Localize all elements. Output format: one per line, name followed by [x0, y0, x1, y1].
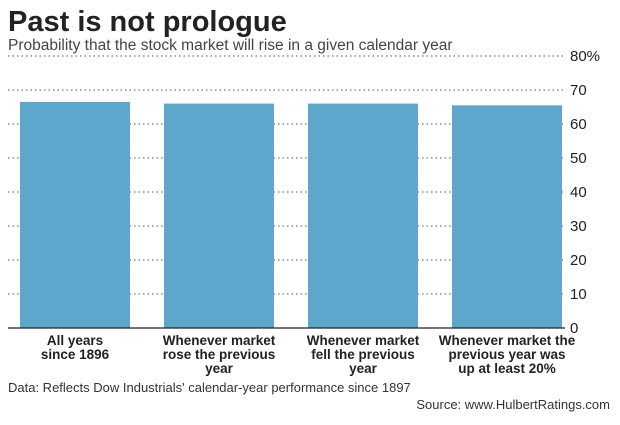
y-tick-label: 80% [570, 48, 600, 65]
category-label-line: Whenever market [307, 333, 420, 348]
category-label-line: Whenever market the [439, 333, 576, 348]
y-tick-label: 70 [570, 82, 587, 99]
y-axis-ticks: 0 10 20 30 40 50 60 70 80% [570, 48, 600, 337]
bar [308, 103, 418, 328]
bar [164, 103, 274, 328]
category-label: Whenever market fell the previous year [307, 333, 420, 376]
category-label-line: rose the previous [163, 347, 276, 362]
bar [20, 101, 130, 329]
y-tick-label: 30 [570, 218, 587, 235]
category-label: Whenever market the previous year was up a… [439, 333, 576, 376]
chart-title: Past is not prologue [8, 6, 287, 38]
y-tick-label: 60 [570, 116, 587, 133]
bar [452, 105, 562, 328]
y-tick-label: 0 [570, 320, 578, 337]
category-label-line: All years [47, 333, 103, 348]
category-label-line: previous year was [448, 347, 565, 362]
category-label-line: since 1896 [41, 347, 110, 362]
chart-subtitle: Probability that the stock market will r… [8, 37, 453, 54]
chart-footnote: Data: Reflects Dow Industrials' calendar… [8, 380, 411, 395]
category-label: Whenever market rose the previous year [163, 333, 276, 376]
category-label: All years since 1896 [41, 333, 110, 362]
category-label-line: Whenever market [163, 333, 276, 348]
y-tick-label: 10 [570, 286, 587, 303]
chart-source: Source: www.HulbertRatings.com [416, 397, 610, 412]
y-tick-label: 50 [570, 150, 587, 167]
y-tick-label: 20 [570, 252, 587, 269]
category-label-line: year [349, 361, 378, 376]
bars [20, 101, 562, 329]
category-label-line: up at least 20% [458, 361, 556, 376]
category-label-line: year [205, 361, 234, 376]
category-label-line: fell the previous [311, 347, 415, 362]
y-tick-label: 40 [570, 184, 587, 201]
